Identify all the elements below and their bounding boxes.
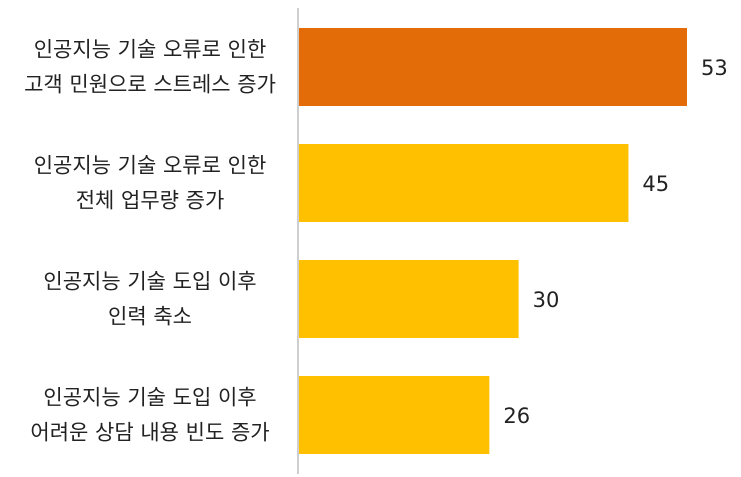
- category-label-1-line-2: 고객 민원으로 스트레스 증가: [24, 73, 276, 97]
- category-label-4-line-1: 인공지능 기술 도입 이후: [43, 386, 256, 410]
- category-label-3-line-1: 인공지능 기술 도입 이후: [43, 270, 256, 294]
- value-label-2: 45: [642, 172, 669, 196]
- value-label-4: 26: [503, 404, 530, 428]
- bars-group: [299, 28, 687, 454]
- bar-2: [299, 144, 629, 222]
- bar-3: [299, 260, 519, 338]
- category-label-2-line-2: 전체 업무량 증가: [76, 189, 225, 213]
- value-label-3: 30: [533, 288, 560, 312]
- bar-1: [299, 28, 687, 106]
- category-label-4-line-2: 어려운 상담 내용 빈도 증가: [30, 421, 269, 445]
- value-labels-group: 53 45 30 26: [503, 56, 727, 428]
- category-label-1-line-1: 인공지능 기술 오류로 인한: [34, 38, 267, 62]
- category-label-3-line-2: 인력 축소: [108, 305, 192, 329]
- value-label-1: 53: [701, 56, 728, 80]
- bar-4: [299, 376, 490, 454]
- category-label-2-line-1: 인공지능 기술 오류로 인한: [34, 154, 267, 178]
